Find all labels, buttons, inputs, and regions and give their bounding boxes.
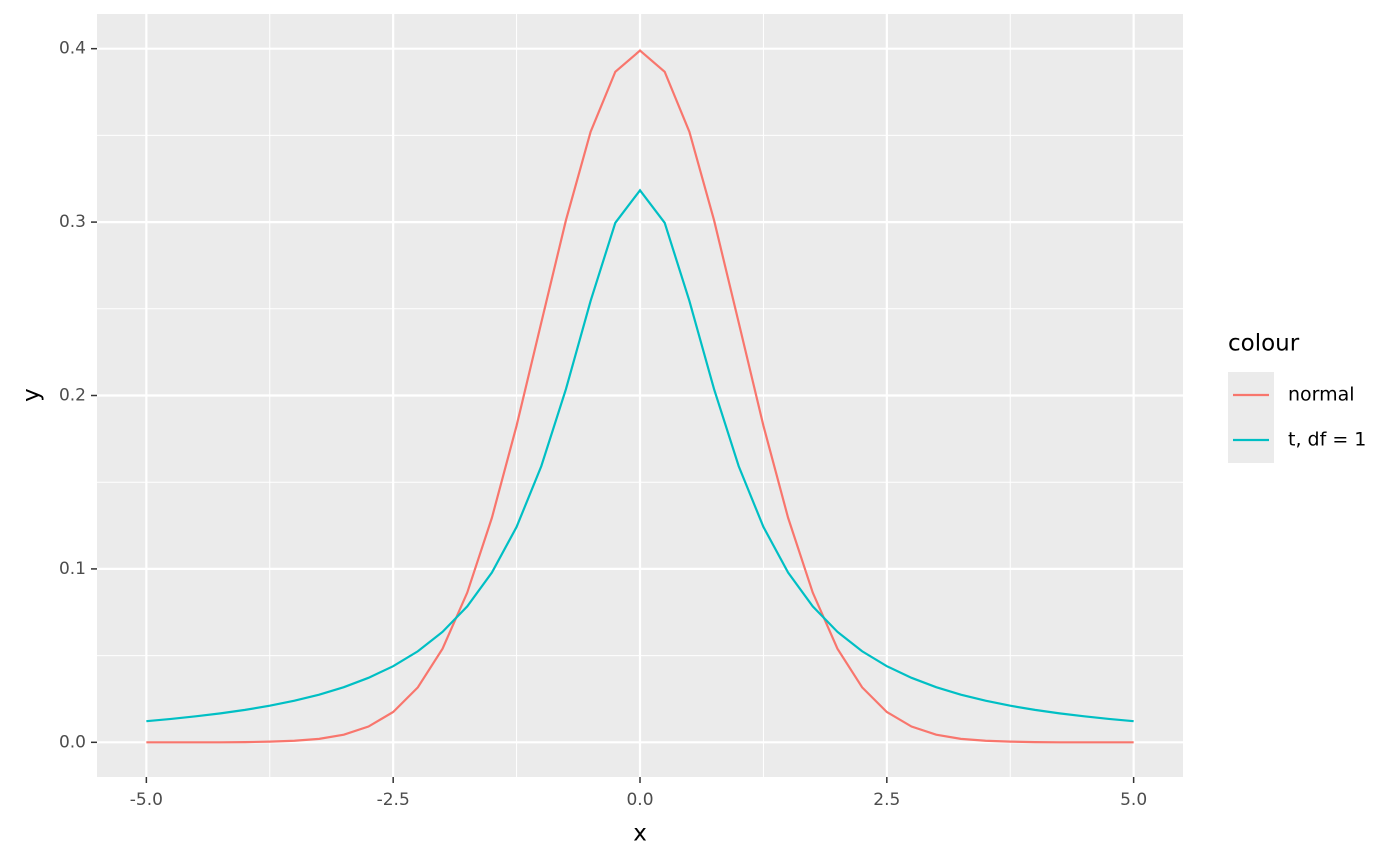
x-tick-label: 0.0: [626, 790, 653, 810]
x-tick-label: 2.5: [873, 790, 900, 810]
lines: [146, 49, 1134, 744]
grid: [97, 14, 1183, 777]
y-axis-title: y: [19, 388, 45, 402]
x-axis-title: x: [633, 821, 647, 847]
y-tick-label: 0.2: [59, 386, 86, 406]
y-tick-label: 0.1: [59, 559, 86, 579]
legend-label: t, df = 1: [1288, 429, 1366, 451]
x-tick-label: 5.0: [1120, 790, 1147, 810]
legend: normal t, df = 1: [1228, 372, 1366, 463]
legend-label: normal: [1288, 384, 1355, 406]
x-tick-label: -5.0: [130, 790, 163, 810]
series-line: [146, 188, 1134, 723]
legend-title: colour: [1228, 331, 1300, 357]
y-tick-label: 0.4: [59, 39, 86, 59]
x-tick-label: -2.5: [377, 790, 410, 810]
series-line: [146, 49, 1134, 744]
y-tick-label: 0.3: [59, 212, 86, 232]
y-tick-label: 0.0: [59, 732, 86, 752]
